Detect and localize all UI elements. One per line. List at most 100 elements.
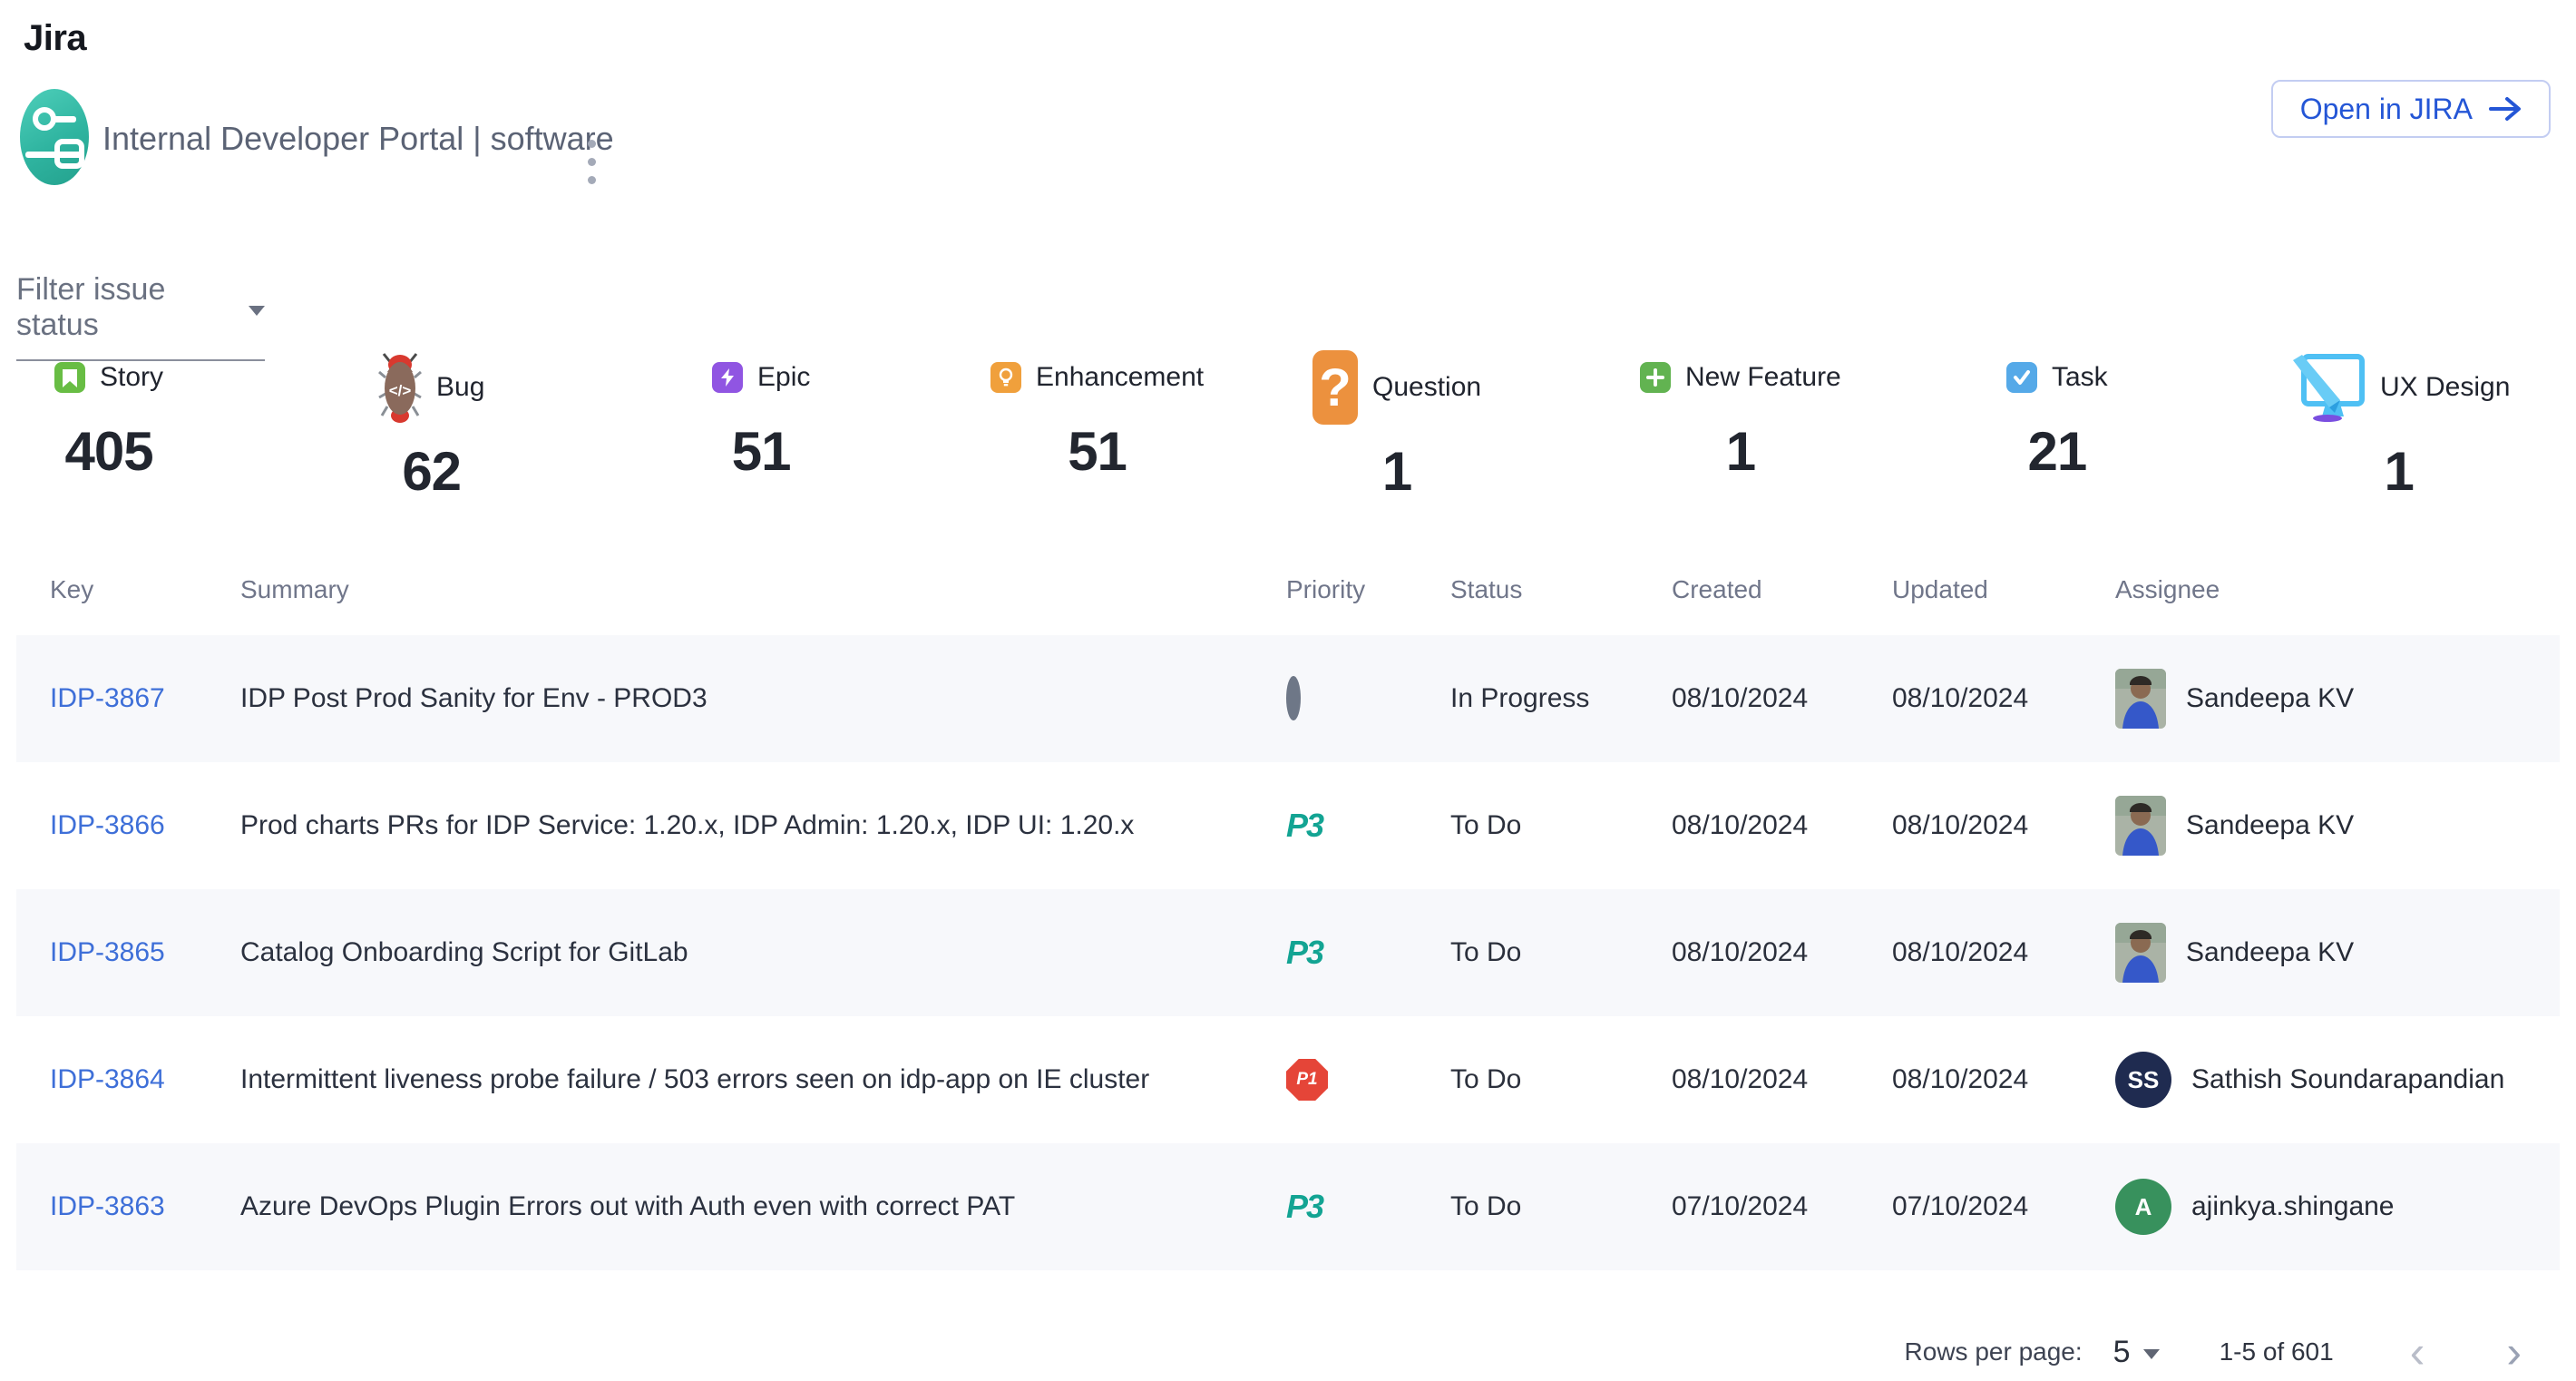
issue-status: To Do bbox=[1450, 1191, 1672, 1222]
issue-type-label: New Feature bbox=[1685, 362, 1841, 393]
rows-per-page-select[interactable]: 5 bbox=[2113, 1335, 2160, 1370]
issue-type-label: UX Design bbox=[2380, 372, 2510, 403]
issue-key-link[interactable]: IDP-3866 bbox=[50, 810, 165, 840]
jira-software-logo-icon bbox=[20, 89, 89, 185]
issue-summary: Azure DevOps Plugin Errors out with Auth… bbox=[240, 1191, 1286, 1222]
issue-key-link[interactable]: IDP-3865 bbox=[50, 937, 165, 967]
kebab-menu-icon[interactable] bbox=[584, 136, 600, 188]
rows-per-page-value: 5 bbox=[2113, 1335, 2131, 1370]
chevron-right-icon[interactable]: › bbox=[2501, 1329, 2527, 1375]
bug-icon: </> bbox=[378, 350, 422, 425]
issue-summary: Intermittent liveness probe failure / 50… bbox=[240, 1064, 1286, 1095]
counter-epic: Epic 51 bbox=[712, 337, 810, 483]
issue-updated: 08/10/2024 bbox=[1892, 683, 2115, 714]
issue-key-link[interactable]: IDP-3863 bbox=[50, 1191, 165, 1221]
pagination-bar: Rows per page: 5 1-5 of 601 ‹ › bbox=[1905, 1323, 2527, 1381]
column-header-updated: Updated bbox=[1892, 575, 2115, 604]
issue-type-label: Enhancement bbox=[1036, 362, 1204, 393]
open-in-jira-label: Open in JIRA bbox=[2300, 93, 2473, 126]
issue-created: 08/10/2024 bbox=[1672, 683, 1892, 714]
arrow-right-icon bbox=[2489, 95, 2522, 122]
rows-per-page-label: Rows per page: bbox=[1905, 1337, 2083, 1366]
priority-p3-icon: P3 bbox=[1286, 807, 1322, 844]
column-header-status: Status bbox=[1450, 575, 1672, 604]
issue-type-label: Bug bbox=[436, 372, 484, 403]
issue-type-label: Task bbox=[2052, 362, 2108, 393]
assignee-name: Sandeepa KV bbox=[2186, 810, 2354, 841]
issue-type-count: 51 bbox=[712, 420, 810, 483]
priority-p1-icon: P1 bbox=[1286, 1059, 1328, 1101]
ux-design-monitor-icon bbox=[2288, 351, 2366, 424]
issue-type-count: 1 bbox=[2288, 440, 2510, 503]
chevron-down-icon bbox=[2143, 1349, 2160, 1359]
filter-label: Filter issue status bbox=[16, 272, 241, 343]
question-mark-icon: ? bbox=[1312, 350, 1358, 425]
issue-type-count: 62 bbox=[378, 440, 484, 503]
avatar: A bbox=[2115, 1179, 2171, 1235]
counter-task: Task 21 bbox=[2006, 337, 2108, 483]
issue-updated: 08/10/2024 bbox=[1892, 810, 2115, 841]
page-title: Jira bbox=[24, 18, 86, 59]
table-row: IDP-3866 Prod charts PRs for IDP Service… bbox=[16, 762, 2560, 889]
column-header-assignee: Assignee bbox=[2115, 575, 2560, 604]
counter-enhancement: Enhancement 51 bbox=[990, 337, 1204, 483]
assignee-name: ajinkya.shingane bbox=[2191, 1191, 2395, 1222]
issue-type-label: Epic bbox=[757, 362, 810, 393]
counter-ux-design: UX Design 1 bbox=[2288, 337, 2510, 503]
priority-p3-icon: P3 bbox=[1286, 934, 1322, 971]
story-bookmark-icon bbox=[54, 362, 85, 393]
new-feature-plus-icon bbox=[1640, 362, 1671, 393]
table-header-row: Key Summary Priority Status Created Upda… bbox=[16, 544, 2560, 635]
issue-type-count: 21 bbox=[2006, 420, 2108, 483]
column-header-summary: Summary bbox=[240, 575, 1286, 604]
issue-updated: 08/10/2024 bbox=[1892, 1064, 2115, 1095]
pagination-range: 1-5 of 601 bbox=[2220, 1337, 2334, 1366]
assignee-name: Sandeepa KV bbox=[2186, 683, 2354, 714]
issue-status: In Progress bbox=[1450, 683, 1672, 714]
issue-summary: IDP Post Prod Sanity for Env - PROD3 bbox=[240, 683, 1286, 714]
epic-bolt-icon bbox=[712, 362, 743, 393]
assignee-name: Sandeepa KV bbox=[2186, 937, 2354, 968]
issue-key-link[interactable]: IDP-3864 bbox=[50, 1064, 165, 1094]
avatar bbox=[2115, 796, 2166, 856]
jira-widget: Jira Internal Developer Portal | softwar… bbox=[0, 0, 2576, 1381]
table-row: IDP-3863 Azure DevOps Plugin Errors out … bbox=[16, 1143, 2560, 1270]
issue-updated: 08/10/2024 bbox=[1892, 937, 2115, 968]
issue-summary: Prod charts PRs for IDP Service: 1.20.x,… bbox=[240, 810, 1286, 841]
column-header-key: Key bbox=[50, 575, 240, 604]
task-check-icon bbox=[2006, 362, 2037, 393]
column-header-priority: Priority bbox=[1286, 575, 1450, 604]
issue-summary: Catalog Onboarding Script for GitLab bbox=[240, 937, 1286, 968]
counter-question: ? Question 1 bbox=[1312, 337, 1481, 503]
priority-p3-icon: P3 bbox=[1286, 1188, 1322, 1225]
counter-bug: </> Bug 62 bbox=[378, 337, 484, 503]
issue-key-link[interactable]: IDP-3867 bbox=[50, 683, 165, 713]
issues-table: Key Summary Priority Status Created Upda… bbox=[16, 544, 2560, 1270]
issue-created: 07/10/2024 bbox=[1672, 1191, 1892, 1222]
table-row: IDP-3864 Intermittent liveness probe fai… bbox=[16, 1016, 2560, 1143]
issue-type-count: 51 bbox=[990, 420, 1204, 483]
counter-story: Story 405 bbox=[54, 337, 163, 483]
issue-status: To Do bbox=[1450, 1064, 1672, 1095]
issue-created: 08/10/2024 bbox=[1672, 1064, 1892, 1095]
project-name: Internal Developer Portal | software bbox=[102, 120, 614, 158]
avatar: SS bbox=[2115, 1052, 2171, 1108]
enhancement-bulb-icon bbox=[990, 362, 1021, 393]
chevron-left-icon[interactable]: ‹ bbox=[2405, 1329, 2431, 1375]
issue-type-label: Story bbox=[100, 362, 163, 393]
issue-type-count: 1 bbox=[1312, 440, 1481, 503]
issue-type-count: 1 bbox=[1640, 420, 1841, 483]
open-in-jira-button[interactable]: Open in JIRA bbox=[2271, 80, 2551, 138]
issue-type-label: Question bbox=[1372, 372, 1481, 403]
issue-created: 08/10/2024 bbox=[1672, 810, 1892, 841]
svg-text:</>: </> bbox=[389, 382, 412, 399]
assignee-name: Sathish Soundarapandian bbox=[2191, 1064, 2504, 1095]
avatar bbox=[2115, 669, 2166, 729]
column-header-created: Created bbox=[1672, 575, 1892, 604]
avatar bbox=[2115, 923, 2166, 983]
issue-status: To Do bbox=[1450, 810, 1672, 841]
issue-type-count: 405 bbox=[54, 420, 163, 483]
issue-updated: 07/10/2024 bbox=[1892, 1191, 2115, 1222]
counter-new-feature: New Feature 1 bbox=[1640, 337, 1841, 483]
table-row: IDP-3867 IDP Post Prod Sanity for Env - … bbox=[16, 635, 2560, 762]
